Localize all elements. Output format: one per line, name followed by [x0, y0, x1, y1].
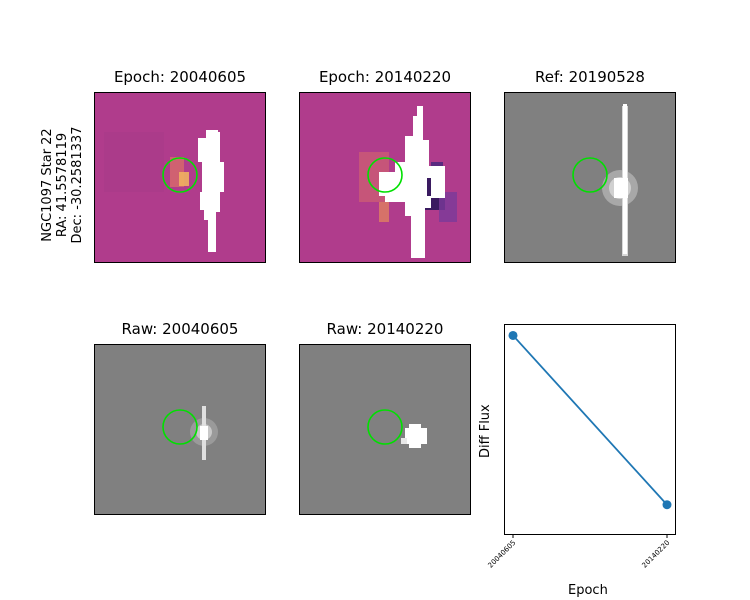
x-tick-label: 20040605 — [487, 539, 518, 570]
aperture-circle — [367, 409, 403, 445]
x-tick-label: 20140220 — [641, 539, 672, 570]
data-point — [508, 330, 518, 340]
reference-image — [504, 92, 676, 263]
raw-epoch-1-title: Raw: 20040605 — [121, 320, 239, 338]
target-ra: RA: 41.5578119 — [55, 132, 70, 238]
aperture-circle — [367, 157, 403, 193]
raw-epoch-2-title: Raw: 20140220 — [326, 320, 444, 338]
target-dec: Dec: -30.2581337 — [70, 126, 85, 244]
diff-epoch-1-title: Epoch: 20040605 — [113, 68, 247, 86]
aperture-circle — [162, 409, 198, 445]
diff-image-epoch-2 — [299, 92, 471, 263]
raw-image-epoch-2 — [299, 344, 471, 515]
diff-flux-chart: 20040605 20140220 — [487, 324, 676, 570]
raw-image-epoch-1 — [94, 344, 266, 515]
ref-title: Ref: 20190528 — [535, 68, 645, 86]
chart-frame — [504, 324, 676, 535]
aperture-circle — [162, 157, 198, 193]
y-axis-label: Diff Flux — [478, 404, 493, 458]
data-point — [662, 500, 672, 510]
target-name: NGC1097 Star 22 — [40, 128, 55, 242]
x-axis-label: Epoch — [568, 583, 608, 598]
series-line — [512, 334, 668, 506]
diff-image-epoch-1 — [94, 92, 266, 263]
aperture-circle — [572, 157, 608, 193]
diff-epoch-2-title: Epoch: 20140220 — [318, 68, 452, 86]
